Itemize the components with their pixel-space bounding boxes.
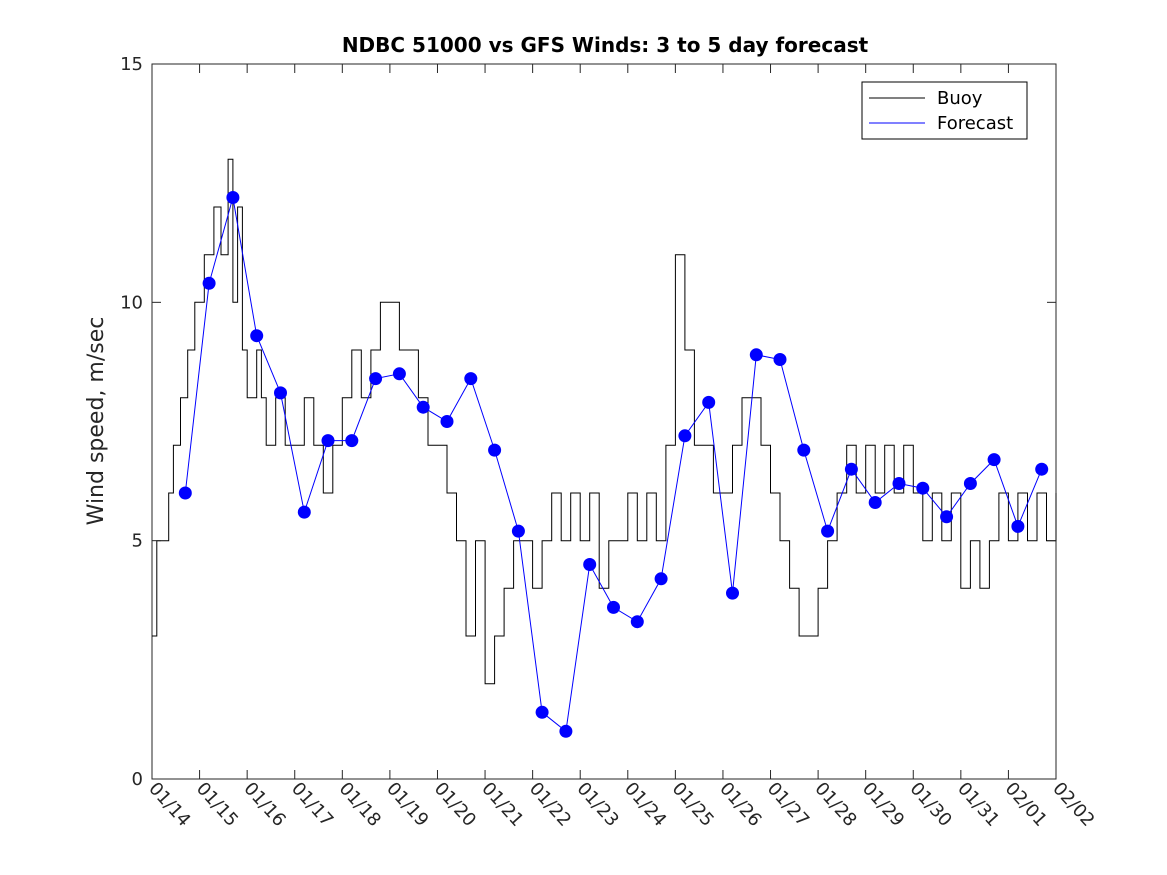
forecast-point	[202, 276, 216, 290]
y-tick-label: 0	[132, 769, 143, 790]
y-tick-label: 5	[132, 531, 143, 552]
legend-forecast-label: Forecast	[937, 113, 1013, 134]
plot-area	[151, 63, 1057, 780]
forecast-point	[488, 443, 502, 457]
y-axis: 0 5 10 15	[120, 54, 1056, 790]
buoy-series-line	[152, 158, 1057, 685]
forecast-point	[630, 615, 644, 629]
forecast-point	[297, 505, 311, 519]
axes-box	[151, 63, 1057, 780]
forecast-point	[321, 434, 335, 448]
forecast-point	[963, 477, 977, 490]
y-tick-label: 15	[120, 54, 143, 75]
legend: Buoy Forecast	[861, 81, 1028, 140]
forecast-point	[535, 705, 549, 719]
forecast-point	[892, 477, 906, 490]
forecast-point	[773, 353, 787, 366]
forecast-point	[274, 386, 287, 400]
forecast-point	[178, 486, 192, 500]
forecast-point	[440, 415, 454, 428]
forecast-point	[987, 453, 1001, 467]
y-tick-label: 10	[120, 292, 143, 313]
forecast-point	[726, 586, 739, 600]
forecast-point	[1035, 462, 1049, 476]
forecast-point	[607, 600, 620, 614]
forecast-point	[868, 496, 882, 509]
forecast-point	[797, 443, 811, 457]
legend-buoy-label: Buoy	[937, 88, 983, 109]
forecast-point	[749, 348, 763, 362]
legend-box	[861, 81, 1028, 140]
forecast-point	[678, 429, 692, 443]
forecast-point	[369, 372, 383, 386]
forecast-point	[226, 191, 240, 204]
forecast-point	[559, 724, 573, 738]
forecast-point	[1011, 519, 1025, 533]
chart-title: NDBC 51000 vs GFS Winds: 3 to 5 day fore…	[342, 33, 869, 57]
forecast-point	[345, 434, 359, 448]
forecast-point	[916, 481, 930, 495]
forecast-point	[511, 524, 525, 538]
forecast-point	[416, 400, 430, 414]
forecast-point	[654, 572, 668, 586]
forecast-point	[844, 462, 858, 476]
forecast-point	[464, 372, 478, 386]
forecast-point	[250, 329, 264, 343]
data-layer	[152, 158, 1057, 738]
forecast-point	[702, 395, 716, 409]
forecast-point	[821, 524, 835, 538]
forecast-point	[392, 367, 406, 381]
y-axis-label: Wind speed, m/sec	[84, 317, 109, 526]
forecast-point	[940, 510, 954, 524]
forecast-point	[583, 558, 597, 571]
